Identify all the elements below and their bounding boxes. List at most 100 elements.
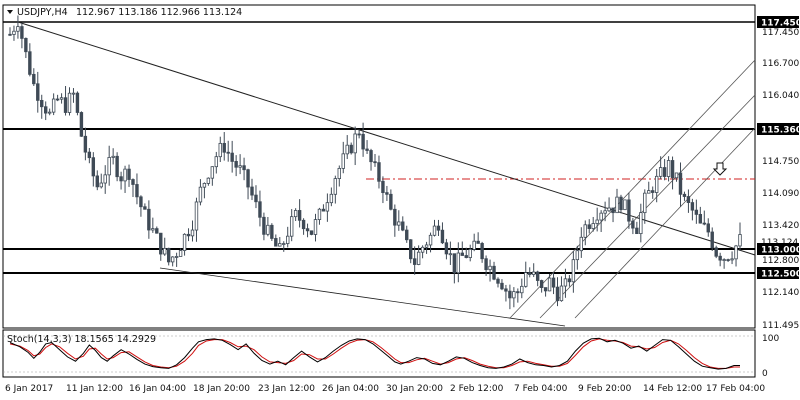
candle-body [710, 231, 714, 249]
candle-body [24, 37, 28, 53]
candle-body [484, 258, 488, 271]
price-tick-label: 116.040 [762, 91, 799, 101]
lower-trendline[interactable] [159, 267, 566, 327]
candle-body [555, 286, 560, 302]
channel-lower-line[interactable] [574, 127, 756, 319]
time-tick-label: 18 Jan 20:00 [193, 384, 250, 394]
candle-body [460, 252, 464, 256]
candle-body [317, 208, 322, 221]
candle-body [504, 288, 508, 292]
candle-body [55, 98, 60, 101]
time-tick-label: 7 Feb 04:00 [514, 384, 568, 394]
candle-body [151, 228, 155, 231]
price-tag-115360-label: 115.360 [761, 126, 800, 136]
candle-body [516, 291, 520, 294]
time-axis: 6 Jan 2017 11 Jan 12:00 16 Jan 04:00 18 … [5, 384, 765, 394]
candle-body [83, 135, 88, 153]
candle-body [321, 208, 326, 212]
candle-body [210, 166, 215, 179]
candle-body [206, 177, 211, 184]
candle-body [496, 278, 500, 284]
stoch-label: Stoch(14,3,3) 18.1565 14.2929 [7, 334, 156, 345]
channel-upper-line[interactable] [509, 59, 756, 319]
candle-body [365, 148, 369, 151]
candle-body [666, 160, 671, 177]
candle-body [547, 277, 552, 292]
candle-body [654, 175, 659, 193]
candle-body [452, 253, 457, 274]
price-tag-113000-label: 113.000 [761, 246, 800, 256]
candle-body [182, 233, 187, 251]
candle-body [337, 168, 341, 179]
channel-middle-line[interactable] [539, 94, 756, 319]
price-tick-label: 112.800 [762, 256, 799, 266]
stoch-main-line [9, 337, 740, 370]
candle-body [274, 238, 278, 247]
candle-body [353, 133, 357, 154]
candle-body [230, 152, 234, 162]
candle-body [670, 160, 675, 179]
candle-body [155, 228, 159, 234]
candle-body [730, 258, 734, 261]
price-tick-label: 113.420 [762, 221, 799, 231]
candle-body [631, 220, 635, 229]
candle-body [47, 111, 52, 114]
candle-body [349, 144, 353, 154]
candle-body [258, 201, 262, 218]
candle-body [254, 194, 258, 203]
candle-body [571, 259, 576, 283]
stoch-level-100-label: 100 [762, 334, 779, 344]
candle-body [293, 210, 298, 218]
candle-body [385, 192, 389, 195]
candle-body [543, 287, 548, 292]
candle-body [409, 239, 413, 260]
candle-body [718, 255, 722, 261]
candle-body [325, 202, 330, 212]
down-arrow-icon [712, 162, 728, 176]
candle-body [305, 228, 310, 232]
candle-body [464, 255, 468, 258]
candle-body [587, 224, 591, 229]
candle-body [135, 184, 139, 198]
candle-body [190, 229, 195, 237]
candle-body [28, 51, 32, 75]
candle-body [309, 230, 314, 235]
candle-body [508, 290, 512, 299]
candle-body [472, 240, 476, 250]
candle-body [726, 259, 730, 261]
candle-body [734, 245, 738, 260]
price-tick-label: 114.090 [762, 189, 799, 199]
candle-body [178, 250, 183, 257]
candle-body [440, 229, 445, 244]
descending-trendline[interactable] [17, 21, 756, 256]
time-tick-label: 2 Feb 12:00 [450, 384, 504, 394]
candle-body [170, 256, 175, 263]
candle-body [186, 233, 191, 237]
candle-body [313, 219, 318, 235]
candle-body [357, 133, 361, 136]
dropdown-triangle-icon[interactable] [7, 10, 13, 14]
candle-body [647, 190, 651, 194]
candle-body [51, 98, 56, 113]
candle-body [289, 216, 294, 237]
candle-body [678, 172, 683, 195]
candle-body [218, 142, 222, 158]
candle-body [627, 199, 631, 222]
candle-body [456, 252, 461, 274]
time-tick-label: 6 Jan 2017 [5, 384, 53, 394]
candle-body [714, 247, 718, 257]
candle-body [635, 227, 639, 235]
candle-body [662, 167, 667, 177]
candle-body [373, 161, 377, 164]
candle-body [492, 265, 496, 280]
candle-body [163, 247, 167, 255]
candle-body [361, 133, 365, 150]
candle-body [563, 278, 568, 287]
candle-body [488, 265, 492, 271]
candle-body [539, 280, 544, 288]
candle-body [535, 271, 540, 281]
candle-body [694, 209, 699, 215]
candle-body [329, 193, 334, 204]
candle-body [603, 210, 607, 214]
